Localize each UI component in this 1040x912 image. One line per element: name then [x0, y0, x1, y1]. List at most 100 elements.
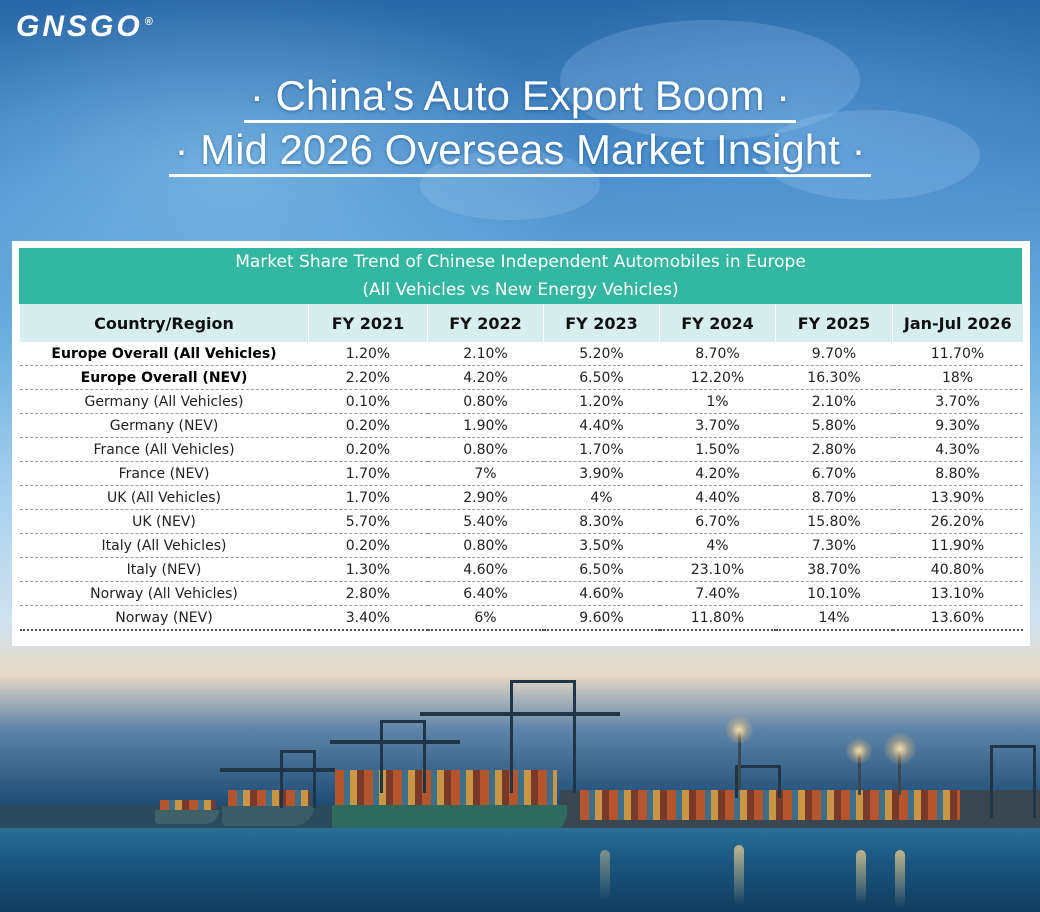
share-cell: 5.80% — [775, 413, 893, 438]
share-cell: 8.70% — [775, 485, 893, 510]
share-cell: 1.30% — [308, 557, 428, 582]
container-yard — [580, 790, 960, 820]
share-cell: 13.10% — [892, 581, 1023, 606]
column-header-period: FY 2022 — [427, 304, 544, 342]
share-cell: 2.80% — [308, 581, 428, 606]
column-header-country: Country/Region — [19, 304, 309, 342]
share-cell: 1.70% — [308, 461, 428, 486]
share-cell: 1.90% — [427, 413, 544, 438]
row-label: Norway (NEV) — [19, 605, 309, 631]
share-cell: 0.80% — [427, 389, 544, 414]
row-label: Germany (NEV) — [19, 413, 309, 438]
share-cell: 4.40% — [543, 413, 660, 438]
row-label: Germany (All Vehicles) — [19, 389, 309, 414]
gantry-crane — [380, 720, 426, 793]
share-cell: 6.70% — [775, 461, 893, 486]
share-cell: 40.80% — [892, 557, 1023, 582]
share-cell: 4.60% — [543, 581, 660, 606]
share-cell: 11.80% — [659, 605, 776, 631]
harbor-light — [846, 738, 872, 764]
market-share-table: Country/Region FY 2021 FY 2022 FY 2023 FY 20… — [19, 304, 1023, 631]
table-row: Italy (NEV) 1.30% 4.60% 6.50% 23.10% 38.70% 40… — [19, 557, 1023, 582]
table-title-band: Market Share Trend of Chinese Independen… — [19, 248, 1022, 304]
brand-logo-text: GNSGO — [16, 10, 143, 43]
harbor-light — [884, 733, 916, 765]
share-cell: 4% — [659, 533, 776, 558]
page-title-text-1: · China's Auto Export Boom · — [243, 72, 797, 123]
row-label: France (NEV) — [19, 461, 309, 486]
table-row: Italy (All Vehicles) 0.20% 0.80% 3.50% 4% 7.3… — [19, 533, 1023, 558]
share-cell: 8.80% — [892, 461, 1023, 486]
table-row: France (NEV) 1.70% 7% 3.90% 4.20% 6.70% 8.80% — [19, 461, 1023, 486]
table-row: Europe Overall (NEV) 2.20% 4.20% 6.50% 12.20… — [19, 365, 1023, 390]
share-cell: 26.20% — [892, 509, 1023, 534]
share-cell: 13.90% — [892, 485, 1023, 510]
light-pole — [738, 730, 741, 790]
row-label: Italy (NEV) — [19, 557, 309, 582]
share-cell: 15.80% — [775, 509, 893, 534]
share-cell: 13.60% — [892, 605, 1023, 631]
row-label: Italy (All Vehicles) — [19, 533, 309, 558]
column-header-period: Jan-Jul 2026 — [892, 304, 1023, 342]
sea — [0, 828, 1040, 912]
table-header-row: Country/Region FY 2021 FY 2022 FY 2023 FY 20… — [19, 304, 1023, 342]
share-cell: 5.40% — [427, 509, 544, 534]
share-cell: 3.50% — [543, 533, 660, 558]
container-stack — [335, 770, 557, 806]
share-cell: 6.50% — [543, 365, 660, 390]
table-row: UK (All Vehicles) 1.70% 2.90% 4% 4.40% 8.70% 1… — [19, 485, 1023, 510]
column-header-period: FY 2023 — [543, 304, 660, 342]
table-row: UK (NEV) 5.70% 5.40% 8.30% 6.70% 15.80% 26.20% — [19, 509, 1023, 534]
share-cell: 9.70% — [775, 342, 893, 366]
share-cell: 4% — [543, 485, 660, 510]
share-cell: 2.20% — [308, 365, 428, 390]
share-cell: 12.20% — [659, 365, 776, 390]
world-map-overlay — [760, 110, 980, 200]
light-reflection — [895, 850, 905, 908]
share-cell: 7.40% — [659, 581, 776, 606]
share-cell: 3.40% — [308, 605, 428, 631]
share-cell: 1% — [659, 389, 776, 414]
row-label: Europe Overall (All Vehicles) — [19, 342, 309, 366]
share-cell: 10.10% — [775, 581, 893, 606]
table-subtitle: (All Vehicles vs New Energy Vehicles) — [362, 280, 679, 300]
share-cell: 3.70% — [892, 389, 1023, 414]
registered-mark: ® — [144, 16, 156, 28]
share-cell: 0.20% — [308, 413, 428, 438]
share-cell: 11.70% — [892, 342, 1023, 366]
world-map-overlay — [420, 150, 600, 220]
row-label: UK (All Vehicles) — [19, 485, 309, 510]
share-cell: 4.40% — [659, 485, 776, 510]
light-pole — [858, 750, 861, 795]
share-cell: 11.90% — [892, 533, 1023, 558]
crane-boom — [330, 740, 460, 744]
share-cell: 4.30% — [892, 437, 1023, 462]
share-cell: 0.20% — [308, 437, 428, 462]
share-cell: 4.20% — [427, 365, 544, 390]
table-row: Norway (All Vehicles) 2.80% 6.40% 4.60% 7.40… — [19, 581, 1023, 606]
share-cell: 1.70% — [308, 485, 428, 510]
share-cell: 1.50% — [659, 437, 776, 462]
share-cell: 16.30% — [775, 365, 893, 390]
share-cell: 6.40% — [427, 581, 544, 606]
share-cell: 6.50% — [543, 557, 660, 582]
share-cell: 6.70% — [659, 509, 776, 534]
share-cell: 0.20% — [308, 533, 428, 558]
light-reflection — [600, 850, 610, 900]
crane-boom — [220, 768, 335, 772]
light-pole — [898, 750, 901, 795]
share-cell: 6% — [427, 605, 544, 631]
row-label: UK (NEV) — [19, 509, 309, 534]
share-cell: 4.60% — [427, 557, 544, 582]
share-cell: 2.90% — [427, 485, 544, 510]
gantry-crane — [990, 745, 1036, 818]
share-cell: 1.70% — [543, 437, 660, 462]
share-cell: 3.70% — [659, 413, 776, 438]
share-cell: 9.60% — [543, 605, 660, 631]
share-cell: 5.70% — [308, 509, 428, 534]
table-row: Norway (NEV) 3.40% 6% 9.60% 11.80% 14% 13.60% — [19, 605, 1023, 631]
table-row: Germany (All Vehicles) 0.10% 0.80% 1.20% 1% 2… — [19, 389, 1023, 414]
share-cell: 3.90% — [543, 461, 660, 486]
share-cell: 9.30% — [892, 413, 1023, 438]
page-title-text-2: · Mid 2026 Overseas Market Insight · — [168, 126, 872, 177]
